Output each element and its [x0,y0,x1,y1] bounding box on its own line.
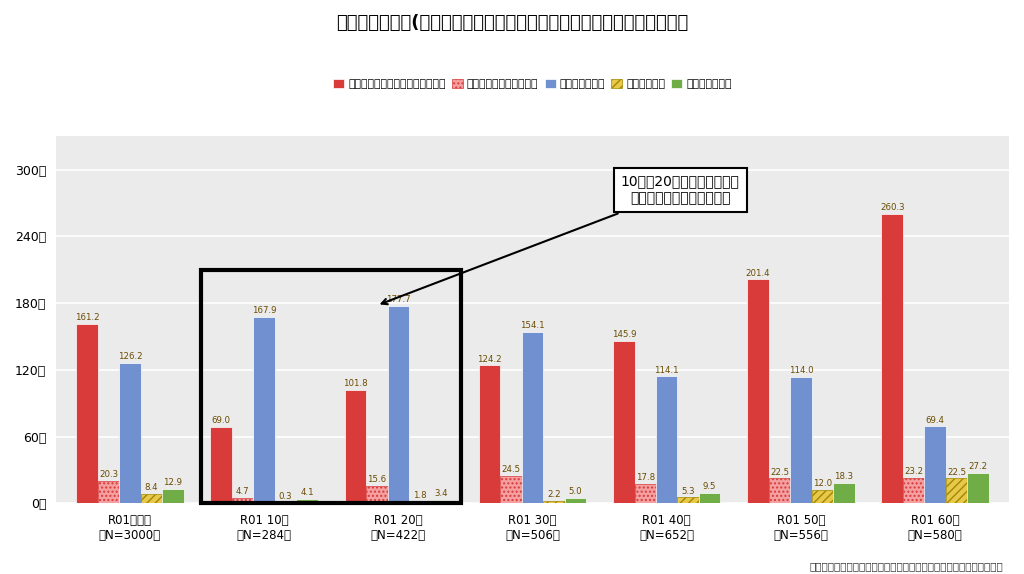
Text: 114.0: 114.0 [788,366,813,375]
Bar [388,306,409,503]
Bar [635,483,656,503]
Bar [119,363,140,503]
Text: 17.8: 17.8 [636,473,655,482]
Bar [812,490,834,503]
Bar [565,498,586,503]
Text: 20.3: 20.3 [99,470,118,479]
Text: 124.2: 124.2 [477,355,502,363]
Bar [409,501,430,503]
Text: 9.5: 9.5 [702,482,717,491]
Bar [345,390,367,503]
Text: 18.3: 18.3 [835,472,853,482]
Text: 23.2: 23.2 [904,467,924,476]
Text: 10代と20代はネットの利用
時間の方がテレビより長い: 10代と20代はネットの利用 時間の方がテレビより長い [382,174,739,304]
Text: 260.3: 260.3 [880,203,904,212]
Text: 201.4: 201.4 [745,269,770,278]
Bar [430,499,452,503]
Text: 総務省　情報通信メディアの利用時間と情報行動に関する調査報告書: 総務省 情報通信メディアの利用時間と情報行動に関する調査報告書 [810,561,1004,571]
Bar [140,494,162,503]
Text: 24.5: 24.5 [502,466,520,475]
Bar [834,483,855,503]
Text: 27.2: 27.2 [969,463,988,471]
Text: 22.5: 22.5 [947,468,967,476]
Text: 5.3: 5.3 [681,487,695,496]
Bar [925,426,946,503]
Legend: テレビ（リアルタイム）視聴時間, テレビ（録画）視聴時間, ネット利用時間, 新聞閲読時間, ラジオ聴取時間: テレビ（リアルタイム）視聴時間, テレビ（録画）視聴時間, ネット利用時間, 新… [334,79,731,90]
Bar [968,473,989,503]
Bar [791,377,812,503]
Text: 154.1: 154.1 [520,321,545,330]
Text: 12.9: 12.9 [164,478,182,487]
Bar [76,324,97,503]
Bar [211,426,231,503]
Bar [613,341,635,503]
Bar [201,270,462,503]
Bar [231,498,253,503]
Bar [367,486,388,503]
Bar [656,377,678,503]
Text: 2.2: 2.2 [547,490,561,499]
Text: 8.4: 8.4 [144,483,158,492]
Text: 15.6: 15.6 [368,475,386,484]
Text: 【令和元年度】(平日）主なメディアの平均利用時間（全年代・年代別）: 【令和元年度】(平日）主なメディアの平均利用時間（全年代・年代別） [336,14,688,32]
Text: 101.8: 101.8 [343,379,368,389]
Text: 3.4: 3.4 [434,489,449,498]
Text: 0.3: 0.3 [279,492,293,501]
Text: 5.0: 5.0 [568,487,583,496]
Text: 69.0: 69.0 [212,416,230,425]
Text: 1.8: 1.8 [413,491,427,500]
Bar [946,478,968,503]
Text: 177.7: 177.7 [386,295,411,304]
Bar [522,332,544,503]
Bar [296,499,317,503]
Bar [544,501,565,503]
Bar [903,478,925,503]
Text: 114.1: 114.1 [654,366,679,375]
Text: 126.2: 126.2 [118,352,142,362]
Bar [501,476,522,503]
Bar [97,481,119,503]
Text: 12.0: 12.0 [813,479,833,488]
Text: 161.2: 161.2 [75,313,99,323]
Text: 69.4: 69.4 [926,416,945,425]
Bar [769,478,791,503]
Bar [699,493,721,503]
Text: 145.9: 145.9 [611,331,636,339]
Bar [479,365,501,503]
Bar [253,317,274,503]
Bar [882,214,903,503]
Text: 4.1: 4.1 [300,488,314,497]
Text: 22.5: 22.5 [770,468,790,476]
Bar [678,498,699,503]
Text: 167.9: 167.9 [252,306,276,315]
Bar [748,280,769,503]
Bar [162,489,183,503]
Text: 4.7: 4.7 [236,487,250,497]
